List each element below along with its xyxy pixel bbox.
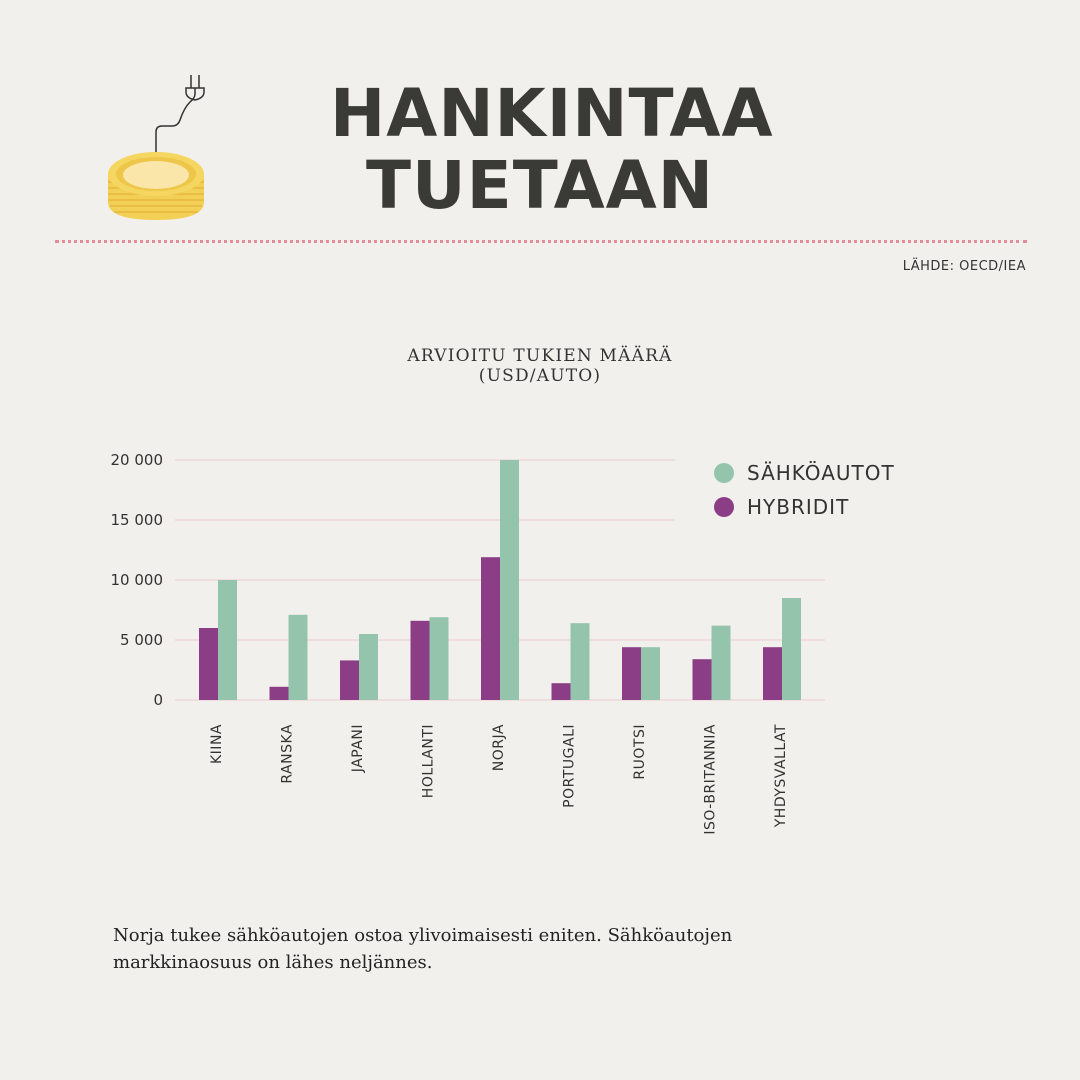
title-line-2: TUETAAN (366, 147, 714, 224)
x-tick-label: RUOTSI (632, 724, 648, 780)
bar-electric (782, 598, 801, 700)
bar-electric (641, 647, 660, 700)
bar-hybrid (199, 628, 218, 700)
bar-chart: 0 5 000 10 000 15 000 20 000 KIINA RANSKA JAPAN… (111, 451, 895, 835)
legend-swatch (714, 497, 734, 517)
bar-hybrid (622, 647, 641, 700)
x-tick-label: RANSKA (280, 724, 296, 784)
bar-electric (711, 625, 731, 700)
chart-title: ARVIOITU TUKIEN MÄÄRÄ (USD/AUTO) (340, 346, 740, 386)
legend-label: HYBRIDIT (747, 495, 849, 519)
chart-title-line-1: ARVIOITU TUKIEN MÄÄRÄ (407, 346, 673, 366)
bar-electric (500, 460, 519, 700)
y-tick-label: 5 000 (120, 631, 163, 649)
bar-electric (288, 614, 308, 700)
y-tick-label: 20 000 (111, 451, 164, 469)
legend-swatch (714, 463, 734, 483)
page-title: HANKINTAA TUETAAN (330, 75, 774, 224)
y-tick-label: 0 (153, 691, 163, 709)
bar-hybrid (551, 683, 571, 700)
bar-electric (429, 617, 449, 700)
bar-electric (570, 623, 590, 700)
x-tick-label: JAPANI (350, 724, 366, 773)
bar-hybrid (340, 660, 359, 700)
x-tick-label: PORTUGALI (562, 724, 578, 808)
bar-hybrid (481, 557, 500, 700)
caption-text: Norja tukee sähköautojen ostoa ylivoimai… (113, 925, 733, 973)
coin-with-plug-icon (108, 75, 205, 220)
bar-hybrid (410, 620, 430, 700)
dotted-divider (55, 240, 1027, 243)
legend-label: SÄHKÖAUTOT (747, 461, 895, 485)
title-line-1: HANKINTAA (330, 75, 774, 152)
x-tick-label: HOLLANTI (421, 724, 437, 798)
x-tick-label: YHDYSVALLAT (773, 724, 789, 828)
bar-electric (218, 580, 237, 700)
x-tick-label: KIINA (209, 724, 225, 764)
y-tick-label: 10 000 (111, 571, 164, 589)
source-note: LÄHDE: OECD/IEA (902, 259, 1026, 274)
bar-hybrid (763, 647, 782, 700)
chart-title-line-2: (USD/AUTO) (478, 366, 602, 386)
x-tick-label: NORJA (491, 724, 507, 771)
bar-electric (359, 634, 378, 700)
x-tick-label: ISO-BRITANNIA (703, 724, 719, 835)
bar-hybrid (269, 686, 289, 700)
bar-hybrid (692, 659, 712, 700)
y-tick-label: 15 000 (111, 511, 164, 529)
